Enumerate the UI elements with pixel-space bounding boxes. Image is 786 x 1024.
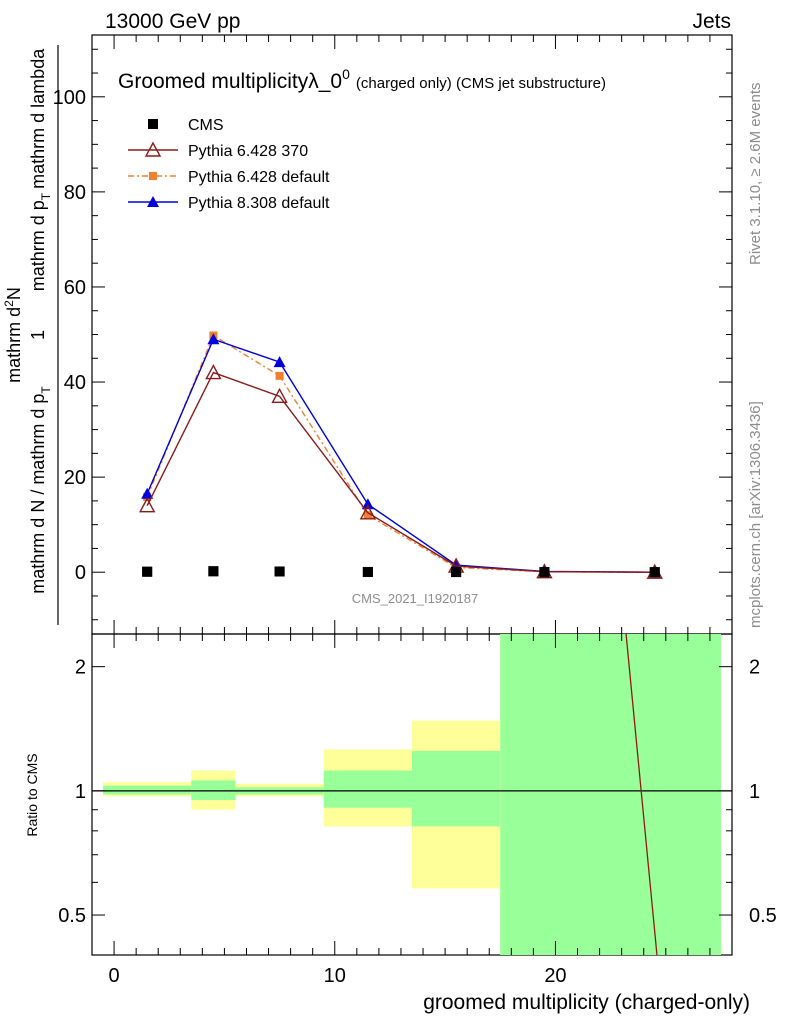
series-line xyxy=(146,371,655,573)
ratio-ytick-label: 0.5 xyxy=(58,905,86,927)
legend-item: Pythia 6.428 default xyxy=(128,169,330,186)
data-point-cms xyxy=(451,567,462,578)
data-point xyxy=(207,333,220,345)
data-point xyxy=(361,498,374,510)
analysis-watermark: CMS_2021_I1920187 xyxy=(352,591,479,606)
ratio-band-green xyxy=(323,770,412,808)
data-point-cms xyxy=(539,567,550,578)
main-ytick-label: 80 xyxy=(64,182,86,204)
ratio-ytick-label: 2 xyxy=(75,657,86,679)
svg-text:mathrm d N / mathrm d pT: mathrm d N / mathrm d pT xyxy=(28,386,53,594)
ratio-band-green xyxy=(412,750,501,827)
legend-label: Pythia 6.428 default xyxy=(188,169,330,186)
series-cms xyxy=(142,566,660,578)
svg-text:Ratio to CMS: Ratio to CMS xyxy=(24,753,40,836)
data-point xyxy=(141,487,154,499)
main-ylabel-numerator: mathrm d2N xyxy=(2,287,24,383)
main-ylabel: 1 xyxy=(28,45,59,625)
svg-text:Rivet 3.1.10, ≥ 2.6M events: Rivet 3.1.10, ≥ 2.6M events xyxy=(747,83,764,266)
ratio-ytick-label-right: 1 xyxy=(749,781,760,803)
legend-label: Pythia 6.428 370 xyxy=(188,143,308,160)
main-ytick-label: 40 xyxy=(64,372,86,394)
ratio-bands xyxy=(92,634,732,955)
data-point-cms xyxy=(274,566,285,577)
main-ytick-label: 60 xyxy=(64,277,86,299)
data-point-cms xyxy=(649,567,660,578)
mcplots-side-label: mcplots.cern.ch [arXiv:1306.3436] xyxy=(747,401,764,628)
legend-marker xyxy=(147,196,159,207)
ratio-line-pythia6-370 xyxy=(625,633,658,956)
legend-item: Pythia 8.308 default xyxy=(128,195,330,212)
header-right: Jets xyxy=(692,10,731,33)
xtick-label: 10 xyxy=(324,965,346,987)
series-line xyxy=(146,334,655,573)
data-point xyxy=(275,371,284,380)
ratio-ylabel: Ratio to CMS xyxy=(24,753,40,836)
data-point xyxy=(273,356,286,368)
legend-label: CMS xyxy=(188,117,224,134)
x-axis-label: groomed multiplicity (charged-only) xyxy=(423,991,750,1014)
rivet-side-label: Rivet 3.1.10, ≥ 2.6M events xyxy=(747,83,764,266)
svg-text:mathrm d2N: mathrm d2N xyxy=(2,287,24,383)
data-point-cms xyxy=(208,566,219,577)
data-point xyxy=(363,511,372,520)
data-point xyxy=(271,387,288,404)
legend-label: Pythia 8.308 default xyxy=(188,195,330,212)
ratio-lines xyxy=(625,633,658,956)
main-ytick-label: 20 xyxy=(64,467,86,489)
data-point xyxy=(205,364,222,380)
ratio-axis-ticks: 0.5 0.51 12 20 10 20 xyxy=(58,657,777,987)
main-ylabel-lower: mathrm d N / mathrm d pT xyxy=(28,386,53,594)
data-point xyxy=(139,497,156,513)
main-ylabel-upper: mathrm d pTmathrm d lambda xyxy=(28,48,53,291)
legend-item: CMS xyxy=(148,117,224,134)
xtick-label: 20 xyxy=(544,965,566,987)
legend-marker xyxy=(144,141,162,157)
legend-marker xyxy=(148,119,158,129)
header-left: 13000 GeV pp xyxy=(105,10,240,33)
ratio-band-green xyxy=(103,785,192,795)
legend: CMS Pythia 6.428 370 Pythia 6.428 default P… xyxy=(128,117,330,212)
svg-text:mcplots.cern.ch [arXiv:1306.34: mcplots.cern.ch [arXiv:1306.3436] xyxy=(747,401,764,628)
ratio-band-green xyxy=(500,634,721,955)
data-point-cms xyxy=(142,566,153,577)
series-line xyxy=(146,338,655,573)
series-pythia-6-428-default xyxy=(143,331,659,577)
ratio-ytick-label: 1 xyxy=(75,781,86,803)
main-axis-ticks: 0 20 40 60 80 100 xyxy=(53,35,732,955)
svg-text:mathrm d pTmathrm d lambda: mathrm d pTmathrm d lambda xyxy=(28,48,53,291)
series-pythia-8-308-default xyxy=(141,333,661,578)
ylabel-one: 1 xyxy=(28,330,48,340)
main-ytick-label: 100 xyxy=(53,87,86,109)
xtick-label: 0 xyxy=(109,965,120,987)
ratio-ytick-label-right: 0.5 xyxy=(749,905,777,927)
main-title: Groomed multiplicityλ_00(charged only) (… xyxy=(118,66,606,93)
legend-item: Pythia 6.428 370 xyxy=(128,141,308,160)
legend-marker xyxy=(149,172,157,180)
data-point xyxy=(359,504,377,520)
ratio-band-green xyxy=(191,780,236,801)
series-pythia-6-428-370 xyxy=(139,364,663,579)
ratio-frame xyxy=(91,633,733,956)
series-layer xyxy=(139,331,663,579)
ratio-ytick-label-right: 2 xyxy=(749,657,760,679)
main-ytick-label: 0 xyxy=(75,562,86,584)
data-point-cms xyxy=(362,566,373,577)
